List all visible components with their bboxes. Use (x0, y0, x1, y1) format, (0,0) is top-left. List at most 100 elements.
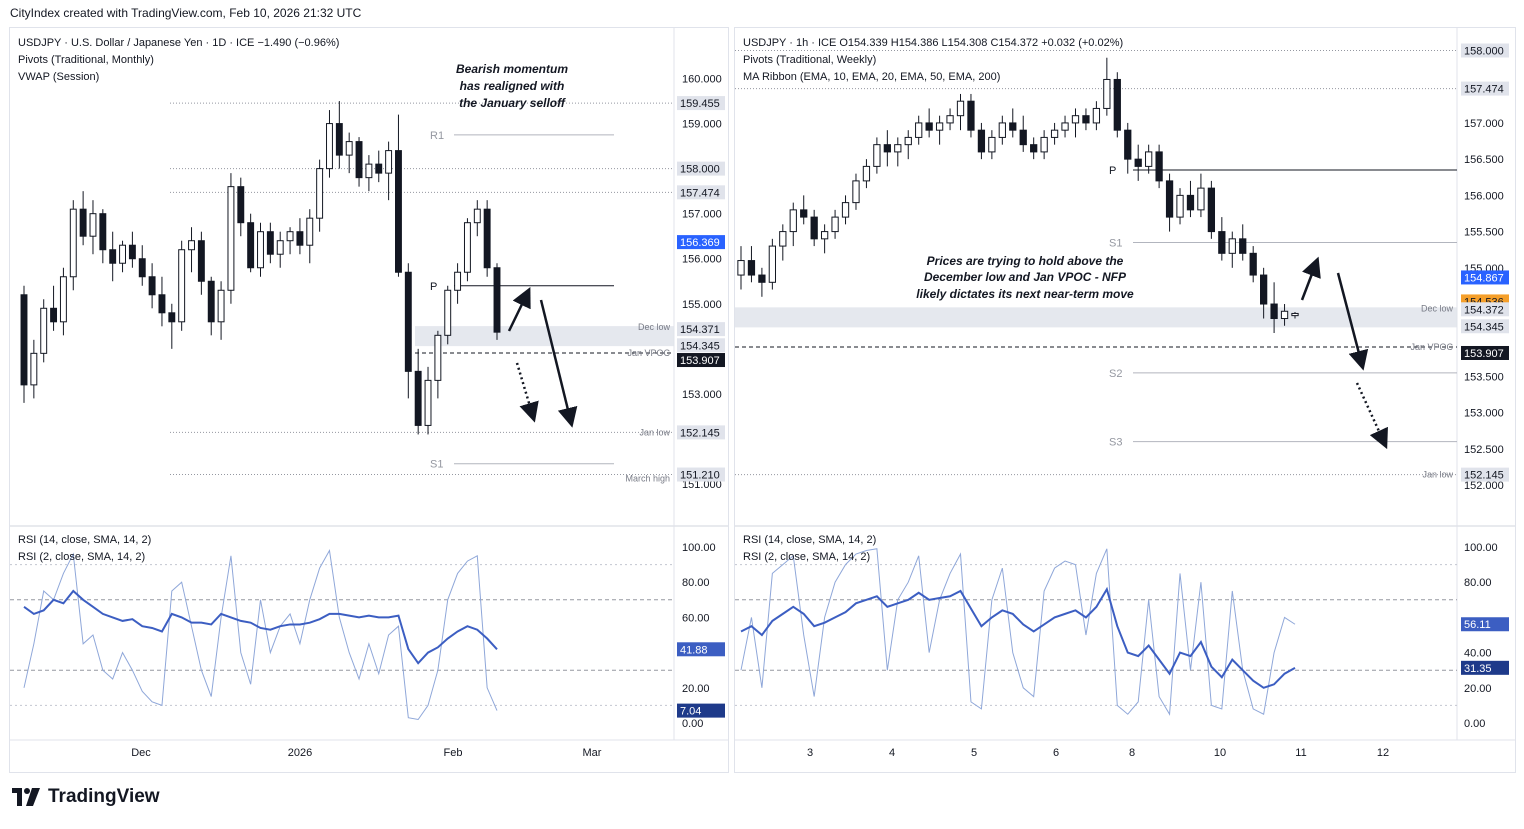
projection-arrow-1 (1336, 272, 1369, 371)
rsi-tick: 100.00 (682, 542, 716, 554)
projection-arrow-2 (515, 362, 539, 423)
candle-body (434, 334, 442, 381)
price-badge-bg (677, 185, 725, 200)
candle-body (758, 274, 766, 283)
candle-body (99, 213, 107, 251)
candle-body (1270, 303, 1278, 320)
candle-body (424, 379, 432, 426)
level-label-Dec-low: Dec low (1421, 303, 1454, 313)
price-badge-bg (677, 467, 725, 482)
rsi-legend-1: RSI (2, close, SMA, 14, 2) (18, 551, 145, 563)
candle-body (40, 307, 48, 354)
candle-body (395, 150, 402, 273)
candle-body (188, 240, 195, 251)
candle-body (158, 294, 166, 314)
rsi-tick: 40.00 (1464, 648, 1492, 660)
time-tick: 4 (889, 747, 895, 759)
price-badge: 152.145 (1464, 470, 1504, 482)
candle-body (375, 163, 383, 174)
candle-body (385, 150, 393, 174)
candle-body (998, 122, 1006, 138)
rsi-badge: 41.88 (680, 644, 708, 656)
candle-body (841, 202, 850, 218)
pivot-label-P: P (430, 281, 437, 293)
tradingview-logo[interactable]: TradingView (12, 786, 160, 808)
price-tick: 159.000 (682, 119, 722, 131)
legend-line-1: Pivots (Traditional, Monthly) (18, 54, 154, 66)
daily-chart-panel[interactable]: R1 P S1 Dec low Jan VPOC Jan low March high USD… (9, 27, 729, 773)
time-tick: Feb (444, 747, 463, 759)
candle-body (1050, 129, 1059, 138)
legend-line-1: Pivots (Traditional, Weekly) (743, 54, 876, 66)
candle-body (69, 208, 77, 278)
price-tick: 152.000 (1464, 480, 1504, 492)
rsi-badge: 7.04 (680, 706, 701, 718)
price-tick: 157.000 (682, 209, 722, 221)
price-badge: 154.345 (680, 340, 720, 352)
candle-body (779, 231, 787, 247)
candle-body (444, 289, 452, 336)
candle-body (237, 186, 245, 224)
candle-body (1165, 180, 1174, 218)
price-tick: 152.500 (1464, 444, 1504, 456)
candle-body (1145, 151, 1153, 167)
price-badge: 156.369 (680, 237, 720, 249)
rsi-tick: 20.00 (1464, 683, 1492, 695)
candle-body (30, 352, 38, 386)
annotation-line-0: Prices are trying to hold above the (927, 254, 1124, 268)
candle-body (365, 163, 373, 179)
price-badge: 159.455 (680, 98, 720, 110)
price-tick: 156.000 (682, 254, 722, 266)
price-badge-bg (677, 338, 725, 353)
candle-body (1009, 122, 1017, 131)
candle-body (915, 122, 923, 138)
candle-body (789, 209, 797, 233)
candle-body (1061, 122, 1069, 131)
rsi-badge: 31.35 (1464, 663, 1492, 675)
price-badge-bg (677, 425, 725, 440)
candle-body (894, 144, 902, 153)
projection-arrow-1 (539, 299, 578, 428)
candle-body (810, 216, 818, 240)
tradingview-brand: TradingView (48, 786, 160, 807)
candle-body (59, 276, 67, 323)
candle-body (946, 115, 954, 124)
candle-body (1260, 274, 1268, 305)
price-badge: 153.907 (680, 355, 720, 367)
rsi-badge-bg (1461, 617, 1509, 632)
rsi-badge-bg (1461, 660, 1509, 675)
candle-body (883, 144, 891, 153)
candle-body (1019, 129, 1027, 146)
header-credit: CityIndex created with TradingView.com, … (10, 6, 362, 20)
candle-body (454, 271, 462, 291)
pivot-label-R1: R1 (430, 130, 444, 142)
legend-line-2: VWAP (Session) (18, 71, 99, 83)
candle-body (747, 260, 756, 276)
price-tick: 156.000 (1464, 190, 1504, 202)
annotation-line-1: has realigned with (460, 79, 565, 93)
rsi-tick: 20.00 (682, 683, 710, 695)
rsi-line-rsi_2 (23, 548, 498, 721)
time-tick: 5 (971, 747, 977, 759)
level-label-Dec-low: Dec low (638, 322, 671, 332)
hourly-chart-svg[interactable]: P S1 S2 S3 Dec low Jan VPOC Jan low USDJPY · 1h… (735, 28, 1515, 772)
time-tick: Dec (131, 747, 151, 759)
price-tick: 155.000 (682, 299, 722, 311)
rsi-legend-0: RSI (14, close, SMA, 14, 2) (18, 534, 151, 546)
daily-chart-svg[interactable]: R1 P S1 Dec low Jan VPOC Jan low March high USD… (10, 28, 728, 772)
dec-low-zone (415, 326, 674, 347)
price-tick: 160.000 (682, 74, 722, 86)
candle-body (178, 249, 186, 323)
hourly-chart-panel[interactable]: P S1 S2 S3 Dec low Jan VPOC Jan low USDJPY · 1h… (734, 27, 1516, 773)
candle-body (266, 231, 274, 255)
time-tick: Mar (583, 747, 602, 759)
pivot-label-S1: S1 (1109, 237, 1122, 249)
candle-body (977, 129, 986, 153)
candle-body (404, 271, 412, 372)
time-tick: 8 (1129, 747, 1135, 759)
price-badge: 158.000 (680, 164, 720, 176)
price-badge-bg (1461, 302, 1509, 317)
annotation-line-2: the January selloff (459, 96, 566, 110)
candle-body (109, 249, 117, 264)
rsi-tick: 100.00 (1464, 542, 1498, 554)
